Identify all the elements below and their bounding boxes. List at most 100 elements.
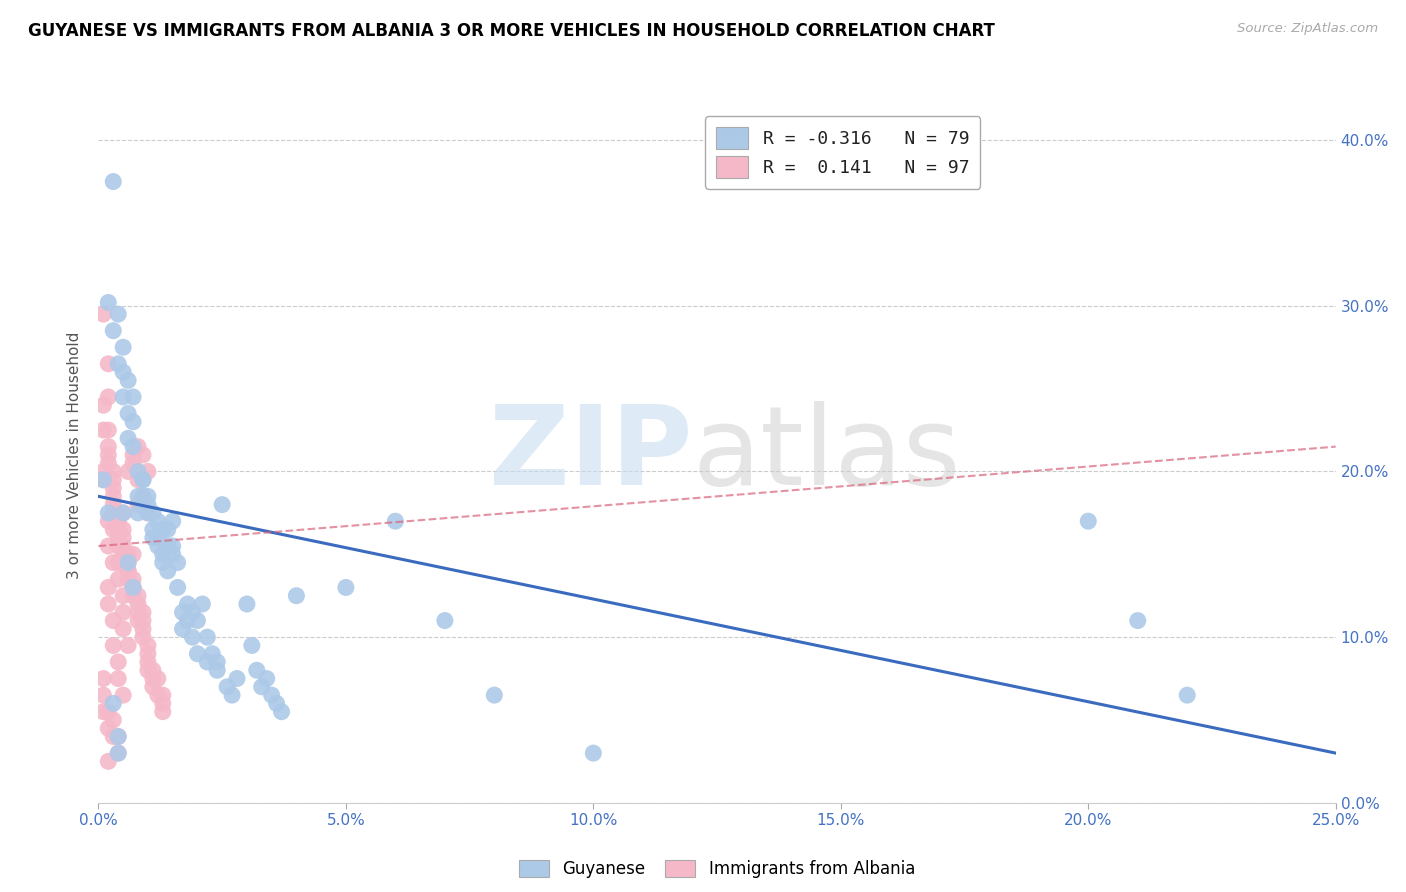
Point [260,688,283,702]
Point [132,622,155,636]
Point [107,746,129,760]
Point [156,523,179,537]
Point [107,672,129,686]
Point [117,431,139,445]
Point [162,547,184,561]
Point [136,489,159,503]
Point [112,688,135,702]
Point [122,448,145,462]
Point [127,506,149,520]
Point [256,672,278,686]
Point [103,556,125,570]
Point [93,423,115,437]
Point [117,564,139,578]
Point [195,630,218,644]
Point [136,647,159,661]
Point [384,514,406,528]
Point [103,639,125,653]
Point [250,680,273,694]
Point [181,605,204,619]
Point [122,581,145,595]
Point [93,307,115,321]
Point [93,465,115,479]
Point [136,655,159,669]
Point [117,564,139,578]
Point [201,647,224,661]
Point [146,539,169,553]
Point [103,713,125,727]
Point [195,655,218,669]
Point [142,531,165,545]
Point [112,539,135,553]
Point [136,465,159,479]
Point [146,514,169,528]
Point [97,423,120,437]
Point [103,465,125,479]
Point [186,614,208,628]
Point [146,672,169,686]
Point [132,473,155,487]
Point [122,572,145,586]
Point [127,498,149,512]
Point [127,440,149,454]
Point [93,473,115,487]
Point [127,489,149,503]
Point [205,655,228,669]
Point [1077,514,1099,528]
Point [103,523,125,537]
Point [103,498,125,512]
Point [142,680,165,694]
Point [122,589,145,603]
Point [176,597,198,611]
Point [117,572,139,586]
Point [97,581,120,595]
Point [181,630,204,644]
Point [122,547,145,561]
Point [107,506,129,520]
Legend: Guyanese, Immigrants from Albania: Guyanese, Immigrants from Albania [512,854,922,885]
Point [103,324,125,338]
Point [285,589,308,603]
Point [127,605,149,619]
Point [166,581,188,595]
Point [103,489,125,503]
Point [107,539,129,553]
Point [107,357,129,371]
Point [142,663,165,677]
Point [112,506,135,520]
Point [112,340,135,354]
Point [127,614,149,628]
Point [142,672,165,686]
Point [132,448,155,462]
Point [107,730,129,744]
Point [136,506,159,520]
Point [93,473,115,487]
Point [122,581,145,595]
Text: ZIP: ZIP [489,401,692,508]
Point [132,605,155,619]
Point [132,489,155,503]
Point [127,465,149,479]
Point [162,514,184,528]
Point [107,730,129,744]
Point [236,597,259,611]
Point [97,390,120,404]
Point [103,614,125,628]
Point [93,672,115,686]
Point [112,506,135,520]
Point [112,556,135,570]
Point [127,597,149,611]
Point [146,688,169,702]
Point [93,705,115,719]
Point [146,531,169,545]
Point [97,597,120,611]
Point [136,663,159,677]
Point [117,639,139,653]
Point [132,614,155,628]
Point [103,481,125,495]
Point [117,407,139,421]
Point [97,514,120,528]
Point [122,415,145,429]
Point [97,295,120,310]
Point [107,523,129,537]
